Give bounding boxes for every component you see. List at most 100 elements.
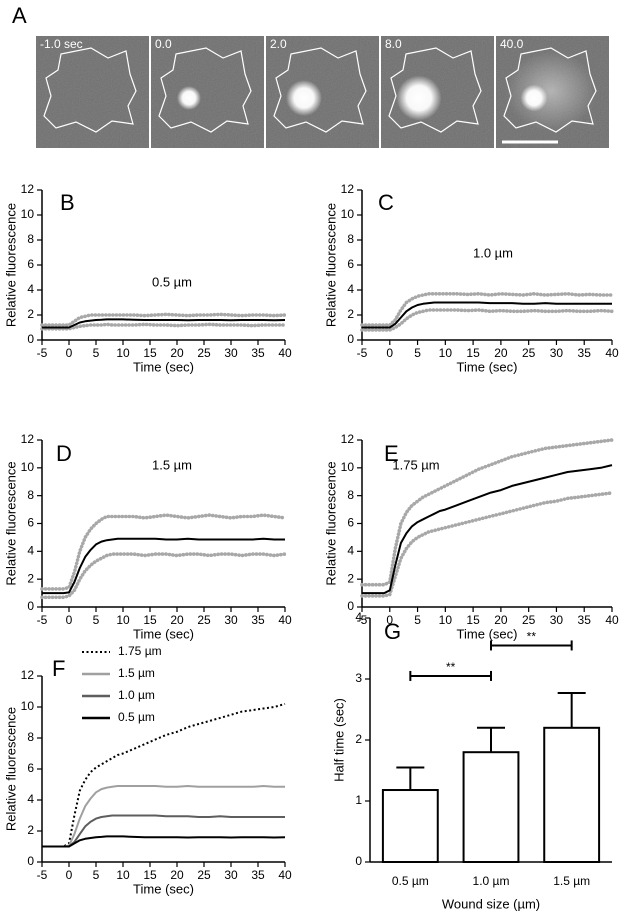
x-tick-label: 30 (550, 346, 564, 360)
x-axis-label: Time (sec) (457, 626, 518, 641)
x-tick-label: 25 (522, 613, 536, 627)
trace-points (360, 438, 614, 587)
y-tick-label: 8 (27, 232, 34, 246)
trace-points (360, 308, 614, 332)
y-tick-label: 2 (27, 571, 34, 585)
x-tick-label: 0 (66, 346, 73, 360)
cell-outline (158, 47, 252, 133)
trace-points (360, 491, 614, 598)
x-tick-label: 5 (414, 346, 421, 360)
x-tick-label: 15 (466, 346, 480, 360)
y-tick-label: 0 (355, 854, 362, 868)
y-tick-label: 4 (27, 792, 34, 806)
y-axis-label: Relative fluorescence (3, 707, 18, 831)
mean-line (42, 537, 285, 595)
x-tick-label: 30 (224, 346, 238, 360)
x-axis-label: Time (sec) (133, 881, 194, 896)
y-tick-label: 4 (347, 282, 354, 296)
x-tick-label: -5 (357, 346, 368, 360)
x-tick-label: 30 (224, 613, 238, 627)
y-tick-label: 6 (27, 257, 34, 271)
y-tick-label: 4 (27, 544, 34, 558)
x-tick-label: 40 (278, 346, 292, 360)
mean-line (42, 835, 286, 848)
y-tick-label: 10 (341, 460, 355, 474)
y-axis-label: Relative fluorescence (323, 203, 338, 327)
x-tick-label: 40 (278, 868, 292, 882)
legend-label: 1.75 µm (118, 644, 162, 658)
y-tick-label: 10 (21, 207, 35, 221)
y-tick-label: 2 (355, 732, 362, 746)
mean-line (42, 318, 286, 329)
bar (462, 751, 520, 864)
x-tick-label: 15 (466, 613, 480, 627)
image-frame: 0.0 (151, 36, 264, 148)
mean-line (362, 464, 613, 595)
y-tick-label: 10 (21, 460, 35, 474)
x-tick-label: 30 (224, 868, 238, 882)
x-tick-label: 40 (605, 346, 619, 360)
x-tick-label: 10 (116, 868, 130, 882)
y-tick-label: 0 (347, 599, 354, 613)
image-frame: 8.0 (381, 36, 494, 148)
wound-spot (520, 84, 548, 112)
y-tick-label: 8 (27, 730, 34, 744)
x-tick-label: 10 (439, 613, 453, 627)
x-tick-label: 20 (494, 346, 508, 360)
annotation: 0.5 µm (152, 274, 192, 289)
x-tick-label: 15 (143, 346, 157, 360)
x-tick-label: -5 (357, 613, 368, 627)
x-tick-label: 25 (522, 346, 536, 360)
cell-outline (503, 47, 597, 133)
x-tick-label: 35 (251, 346, 265, 360)
frame-noise (151, 36, 264, 148)
y-tick-label: 0 (27, 599, 34, 613)
y-tick-label: 4 (27, 282, 34, 296)
x-axis-label: Time (sec) (133, 626, 194, 641)
x-tick-label: 35 (251, 868, 265, 882)
bar (543, 726, 601, 863)
y-axis-label: Relative fluorescence (323, 461, 338, 585)
y-axis-label: Relative fluorescence (3, 203, 18, 327)
x-tick-label: 35 (578, 613, 592, 627)
y-tick-label: 12 (21, 668, 35, 682)
x-tick-label: 25 (197, 613, 211, 627)
y-tick-label: 4 (355, 610, 362, 624)
y-tick-label: 6 (347, 516, 354, 530)
x-tick-label: 20 (170, 346, 184, 360)
panel-letter: A (12, 3, 27, 28)
x-tick-label: 10 (116, 613, 130, 627)
diffuse-glow (506, 51, 596, 131)
y-tick-label: 0 (347, 332, 354, 346)
trace-points (40, 322, 287, 331)
x-tick-label: 25 (197, 346, 211, 360)
x-tick-label: -5 (37, 613, 48, 627)
trace-points (40, 312, 287, 327)
y-tick-label: 10 (341, 207, 355, 221)
x-tick-label: 10 (439, 346, 453, 360)
y-tick-label: 12 (21, 182, 35, 196)
panel-letter: E (384, 441, 399, 466)
y-tick-label: 2 (27, 823, 34, 837)
x-tick-label: 1.5 µm (553, 874, 590, 888)
panel-letter: C (378, 190, 394, 215)
panel-letter: D (56, 441, 72, 466)
y-tick-label: 6 (27, 761, 34, 775)
significance-label: ** (446, 660, 456, 674)
y-tick-label: 6 (347, 257, 354, 271)
bar (381, 789, 439, 864)
wound-spot (396, 75, 442, 121)
y-tick-label: 8 (347, 488, 354, 502)
x-tick-label: 20 (494, 613, 508, 627)
y-tick-label: 10 (21, 699, 35, 713)
panel-letter: B (60, 190, 75, 215)
x-tick-label: 5 (93, 613, 100, 627)
wound-spot (177, 86, 201, 110)
x-tick-label: 0.5 µm (392, 874, 429, 888)
y-tick-label: 0 (27, 854, 34, 868)
y-tick-label: 0 (27, 332, 34, 346)
y-tick-label: 12 (21, 432, 35, 446)
mean-line (362, 301, 612, 329)
y-tick-label: 1 (355, 793, 362, 807)
x-tick-label: -5 (37, 346, 48, 360)
